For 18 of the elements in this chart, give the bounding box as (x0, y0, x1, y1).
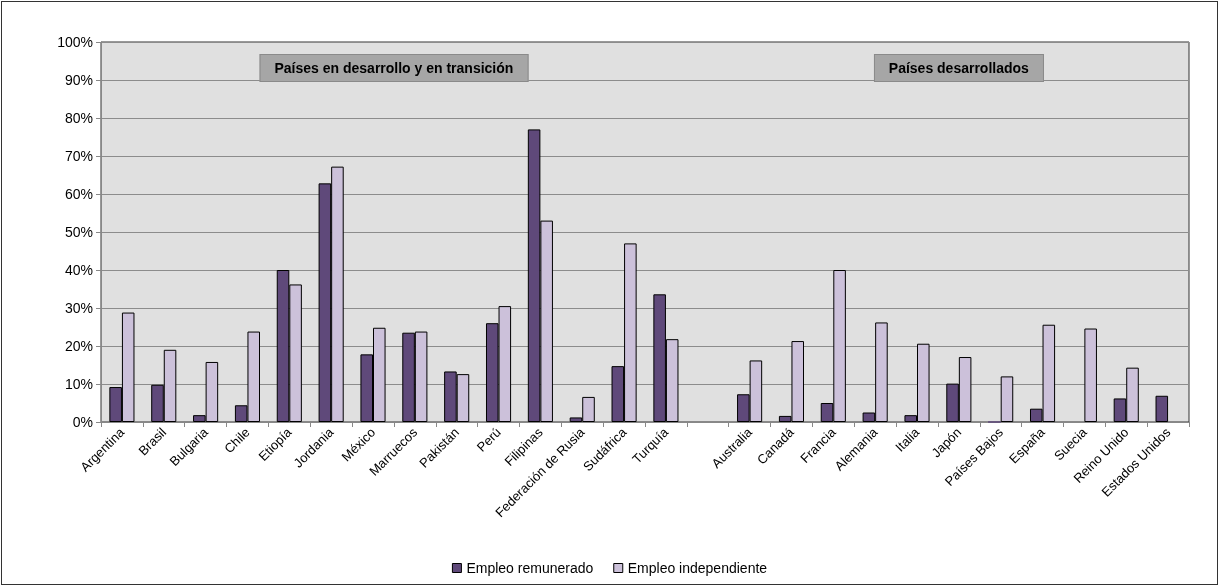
bar (1000, 376, 1014, 422)
y-tick-label: 70% (64, 148, 93, 164)
y-tick-label: 90% (64, 72, 93, 88)
y-tick-label: 100% (57, 34, 93, 50)
annotation: Países desarrollados (873, 54, 1044, 82)
y-tick-label: 30% (64, 300, 93, 316)
bar (1084, 328, 1097, 422)
legend-label: Empleo remunerado (466, 560, 594, 576)
y-tick-label: 10% (64, 376, 93, 392)
y-tick-label: 20% (64, 338, 93, 354)
legend-label: Empleo independiente (627, 560, 768, 576)
y-tick-label: 80% (64, 110, 93, 126)
y-tick-label: 0% (72, 414, 93, 430)
y-tick-label: 60% (64, 186, 93, 202)
annotation: Países en desarrollo y en transición (259, 54, 529, 82)
y-tick-label: 50% (64, 224, 93, 240)
y-tick-label: 40% (64, 262, 93, 278)
bar (1155, 395, 1169, 422)
